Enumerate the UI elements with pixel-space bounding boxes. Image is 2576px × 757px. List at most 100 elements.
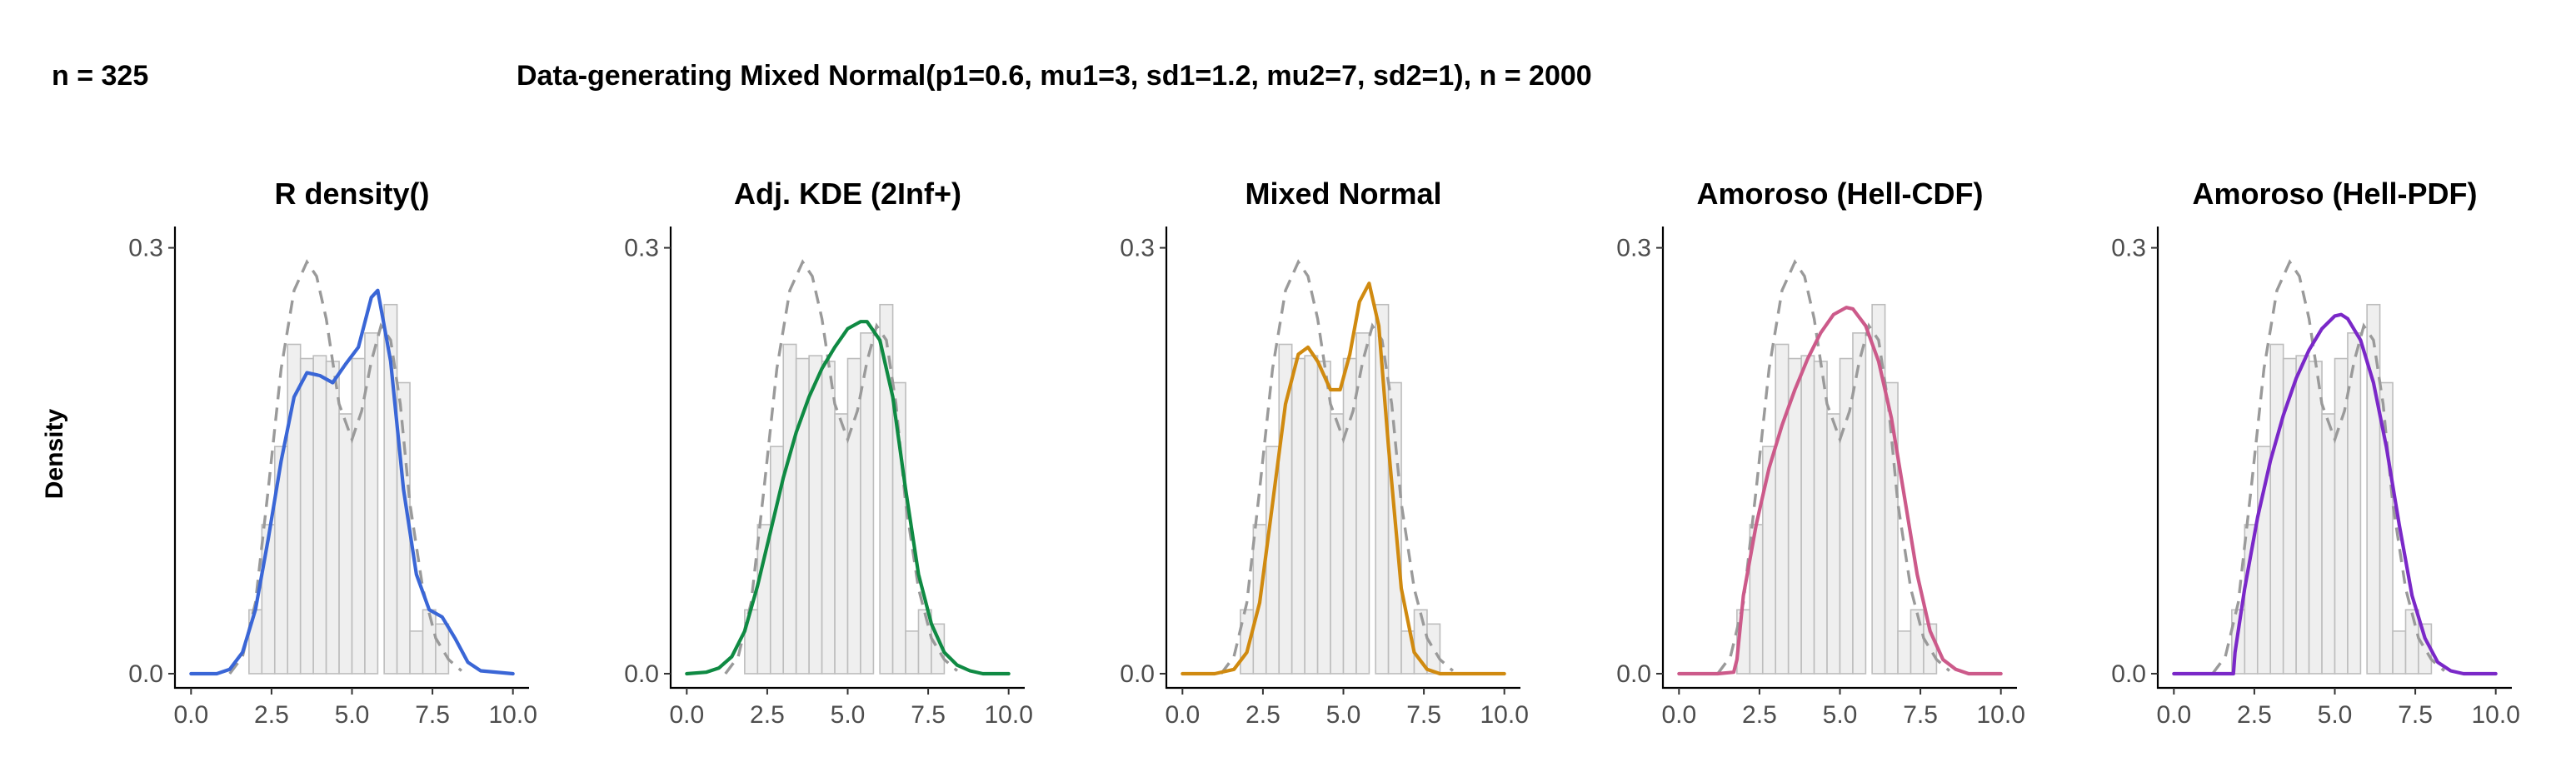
x-tick-label: 5.0	[831, 701, 866, 729]
sample-size-label: n = 325	[52, 60, 148, 92]
true-density-curve	[1716, 259, 1951, 675]
histogram-bar	[1852, 332, 1867, 675]
panel-1: R density() 0.0 2.5 5.0 7.5 10.0 0.0 0.3	[128, 177, 537, 729]
histogram-bar	[338, 413, 353, 675]
histogram-bar	[834, 413, 849, 675]
histogram-bar	[1330, 413, 1345, 675]
histogram-bar	[2392, 630, 2407, 675]
x-tick-label: 10.0	[984, 701, 1032, 729]
histogram-bar	[1342, 357, 1357, 675]
histogram-bar	[2334, 357, 2349, 675]
estimated-density-curve	[685, 320, 1011, 676]
x-tick-label: 2.5	[750, 701, 785, 729]
histogram-bar	[299, 357, 314, 675]
x-tick-label: 10.0	[1976, 701, 2024, 729]
estimated-density-curve	[189, 288, 515, 676]
x-tick-label: 10.0	[2471, 701, 2519, 729]
histogram-bar	[782, 343, 797, 675]
y-tick-label: 0.3	[1616, 235, 1651, 262]
y-tick-label: 0.0	[624, 660, 659, 688]
x-tick-label: 2.5	[254, 701, 289, 729]
histogram-bar	[2308, 361, 2323, 675]
x-tick-label: 10.0	[488, 701, 537, 729]
panel-title: Amoroso (Hell-CDF)	[1697, 177, 1984, 211]
histogram-bar	[1775, 343, 1790, 675]
true-density-curve	[1220, 259, 1455, 675]
true-density-curve	[2211, 259, 2446, 675]
y-tick-label: 0.3	[624, 235, 659, 262]
x-tick-label: 5.0	[2318, 701, 2353, 729]
histogram-bar	[1290, 357, 1305, 675]
histogram-bar	[1826, 413, 1841, 675]
y-axis-label: Density	[41, 409, 68, 500]
x-tick-label: 5.0	[1823, 701, 1858, 729]
histogram-bar	[1884, 381, 1899, 675]
y-tick-label: 0.0	[1120, 660, 1155, 688]
x-tick-label: 7.5	[415, 701, 450, 729]
histogram-bar	[2256, 446, 2272, 675]
histogram-bar	[1839, 357, 1854, 675]
x-tick-label: 5.0	[1326, 701, 1361, 729]
histogram-bar	[364, 332, 379, 675]
x-tick-label: 2.5	[1742, 701, 1777, 729]
estimated-density-curve	[2172, 312, 2498, 676]
panel-title: Adj. KDE (2Inf+)	[734, 177, 961, 211]
y-tick-label: 0.0	[2111, 660, 2146, 688]
x-tick-label: 0.0	[173, 701, 208, 729]
x-tick-label: 5.0	[335, 701, 370, 729]
figure-title: Data-generating Mixed Normal(p1=0.6, mu1…	[517, 60, 1592, 92]
histogram-bar	[351, 357, 366, 675]
histogram-bar	[2269, 343, 2284, 675]
panel-2: Adj. KDE (2Inf+) 0.0 2.5 5.0 7.5 10.0 0.0 0.3	[624, 177, 1033, 729]
histogram-bar	[1910, 609, 1925, 675]
x-tick-label: 0.0	[1165, 701, 1200, 729]
histogram-bar	[2366, 303, 2381, 675]
x-tick-label: 0.0	[2156, 701, 2191, 729]
estimated-density-curve	[1677, 306, 2003, 676]
histogram-bar	[312, 355, 327, 675]
histogram-bar	[422, 609, 437, 675]
histogram-bar	[846, 357, 861, 675]
estimated-density-curve	[1181, 281, 1506, 676]
panel-3: Mixed Normal 0.0 2.5 5.0 7.5 10.0 0.0 0.3	[1120, 177, 1529, 729]
x-tick-label: 0.0	[1661, 701, 1696, 729]
y-tick-label: 0.0	[128, 660, 163, 688]
true-density-curve	[228, 259, 463, 675]
x-tick-label: 7.5	[2398, 701, 2433, 729]
histogram-bar	[879, 303, 894, 675]
x-tick-label: 0.0	[669, 701, 704, 729]
true-density-curve	[724, 259, 959, 675]
histogram-bar	[2347, 332, 2362, 675]
histogram-bar	[1304, 355, 1319, 675]
x-tick-label: 7.5	[911, 701, 946, 729]
histogram-bar	[1278, 343, 1293, 675]
histogram-bar	[2295, 355, 2310, 675]
histogram-bar	[905, 630, 920, 675]
histogram-bar	[1426, 623, 1441, 675]
histogram-bar	[409, 630, 424, 675]
histogram-bar	[2321, 413, 2336, 675]
histogram-bar	[860, 332, 875, 675]
histogram-bar	[2404, 609, 2419, 675]
histogram-bar	[1813, 361, 1828, 675]
y-tick-label: 0.3	[1120, 235, 1155, 262]
y-tick-label: 0.3	[128, 235, 163, 262]
y-tick-label: 0.0	[1616, 660, 1651, 688]
panel-5: Amoroso (Hell-PDF) 0.0 2.5 5.0 7.5 10.0 0.0 0.3	[2111, 177, 2520, 729]
panel-title: Amoroso (Hell-PDF)	[2193, 177, 2478, 211]
x-tick-label: 7.5	[1903, 701, 1938, 729]
histogram-bar	[1800, 355, 1815, 675]
y-tick-label: 0.3	[2111, 235, 2146, 262]
histogram-bar	[1355, 332, 1370, 675]
histogram-bar	[325, 361, 340, 675]
histogram-bar	[435, 623, 450, 675]
x-tick-label: 10.0	[1480, 701, 1528, 729]
x-tick-label: 7.5	[1406, 701, 1441, 729]
panel-4: Amoroso (Hell-CDF) 0.0 2.5 5.0 7.5 10.0 0.0 0.3	[1616, 177, 2025, 729]
histogram-bar	[1316, 361, 1331, 675]
histogram-bar	[821, 361, 836, 675]
panel-title: R density()	[274, 177, 429, 211]
x-tick-label: 2.5	[2237, 701, 2272, 729]
